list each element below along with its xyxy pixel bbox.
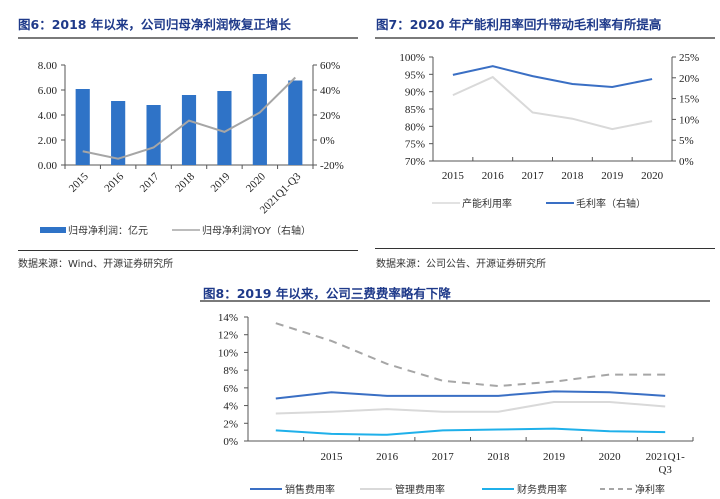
fig7-source-rule	[375, 248, 715, 249]
fig8-legend-label: 净利率	[635, 483, 665, 496]
fig6-right-tick-label: -20%	[320, 160, 344, 172]
fig6-x-tick-label: 2018	[173, 170, 197, 194]
fig8-title: 图8：2019 年以来，公司三费费率略有下降	[203, 286, 451, 301]
fig6-legend-bar-swatch	[40, 227, 66, 233]
fig7-x-tick-label: 2017	[522, 170, 545, 182]
fig8-y-tick-label: 14%	[218, 312, 238, 324]
fig7-left-tick-label: 85%	[405, 104, 425, 116]
fig7-left-tick-label: 95%	[405, 69, 425, 81]
fig8-x-tick-label: 2017	[432, 451, 455, 463]
fig8-x-tick-label: 2015	[320, 451, 343, 463]
fig8-y-tick-label: 10%	[218, 347, 238, 359]
fig6-right-tick-label: 0%	[320, 135, 335, 147]
fig7-right-tick-label: 0%	[679, 156, 694, 168]
fig8-y-tick-label: 6%	[223, 383, 238, 395]
fig8-x-tick-label: Q3	[658, 464, 672, 476]
fig7-x-tick-label: 2018	[561, 170, 584, 182]
fig6-legend-label: 归母净利润：亿元	[68, 224, 148, 237]
fig6-bar	[217, 91, 232, 165]
fig6-bar	[111, 101, 126, 165]
fig7-right-tick-label: 15%	[679, 94, 699, 106]
fig6-x-tick-label: 2016	[102, 170, 126, 194]
fig8-legend-label: 财务费用率	[517, 483, 567, 496]
fig6-left-tick-label: 8.00	[38, 60, 58, 72]
fig6-title: 图6：2018 年以来，公司归母净利润恢复正增长	[18, 17, 291, 32]
fig7-title: 图7：2020 年产能利用率回升带动毛利率有所提高	[376, 17, 662, 32]
fig7-left-tick-label: 75%	[405, 139, 425, 151]
fig8-finance-rate-line	[275, 427, 666, 436]
fig8-sales-rate-line	[275, 390, 666, 400]
fig7-source: 数据来源：公司公告、开源证券研究所	[376, 259, 546, 270]
fig7-legend-label: 产能利用率	[462, 197, 512, 210]
fig8-chart: 0% 2% 4% 6% 8% 10% 12% 14% 2015 2016 2017 2018 2019 2…	[218, 312, 694, 496]
fig7-legend-label: 毛利率（右轴）	[576, 197, 646, 210]
fig6-bar	[252, 74, 267, 165]
fig8-x-tick-label: 2021Q1-	[646, 451, 685, 463]
fig8-y-tick-label: 4%	[223, 401, 238, 413]
fig7-left-tick-label: 90%	[405, 87, 425, 99]
fig6-right-tick-label: 20%	[320, 110, 340, 122]
fig7-right-tick-label: 25%	[679, 52, 699, 64]
fig7-x-tick-label: 2019	[601, 170, 624, 182]
fig8-admin-rate-line	[275, 401, 666, 415]
fig6-x-tick-label: 2020	[244, 170, 268, 194]
fig8-y-tick-label: 8%	[223, 365, 238, 377]
fig7-capacity-line	[452, 75, 653, 131]
fig8-net-margin-line	[275, 322, 666, 388]
fig6-source-rule	[18, 250, 358, 251]
fig6-title-rule	[18, 37, 358, 39]
fig6-x-tick-label: 2019	[209, 170, 233, 194]
fig7-x-tick-label: 2020	[641, 170, 664, 182]
fig7-right-tick-label: 20%	[679, 73, 699, 85]
fig8-x-tick-label: 2016	[376, 451, 399, 463]
fig6-source: 数据来源：Wind、开源证券研究所	[18, 259, 174, 270]
fig6-legend-label: 归母净利润YOY（右轴）	[202, 224, 311, 237]
fig6-right-tick-label: 60%	[320, 60, 340, 72]
fig8-title-rule	[200, 300, 710, 302]
fig6-right-tick-label: 40%	[320, 85, 340, 97]
fig8-legend-label: 管理费用率	[395, 483, 445, 496]
fig8-x-tick-label: 2018	[487, 451, 510, 463]
fig8-legend-label: 销售费用率	[285, 483, 335, 496]
fig7-left-tick-label: 80%	[405, 121, 425, 133]
fig7-x-tick-label: 2016	[482, 170, 505, 182]
fig7-right-tick-label: 5%	[679, 135, 694, 147]
fig6-x-tick-label: 2017	[138, 170, 162, 194]
fig6-left-tick-label: 4.00	[38, 110, 58, 122]
fig6-left-tick-label: 2.00	[38, 135, 58, 147]
fig6-bar	[288, 80, 303, 165]
fig7-margin-line	[452, 65, 653, 88]
fig6-left-tick-label: 6.00	[38, 85, 58, 97]
fig7-left-tick-label: 70%	[405, 156, 425, 168]
fig8-y-tick-label: 0%	[223, 436, 238, 448]
fig8-x-tick-label: 2019	[543, 451, 566, 463]
fig7-title-rule	[375, 37, 715, 39]
fig6-left-tick-label: 0.00	[38, 160, 58, 172]
fig6-x-tick-label: 2015	[67, 170, 91, 194]
fig8-x-tick-label: 2020	[599, 451, 622, 463]
fig8-y-tick-label: 2%	[223, 418, 238, 430]
fig8-y-tick-label: 12%	[218, 330, 238, 342]
fig6-bar	[146, 105, 161, 165]
fig7-x-tick-label: 2015	[442, 170, 465, 182]
fig7-right-tick-label: 10%	[679, 114, 699, 126]
fig7-chart: 70% 75% 80% 85% 90% 95% 100% 0% 5% 10% 15% 20% 25% 20…	[399, 52, 699, 210]
fig6-chart: 0.00 2.00 4.00 6.00 8.00 -20% 0% 20% 40% 60% 2015 2…	[38, 60, 344, 237]
fig6-bar	[181, 95, 197, 165]
fig6-bar	[75, 89, 90, 165]
fig7-left-tick-label: 100%	[399, 52, 425, 64]
